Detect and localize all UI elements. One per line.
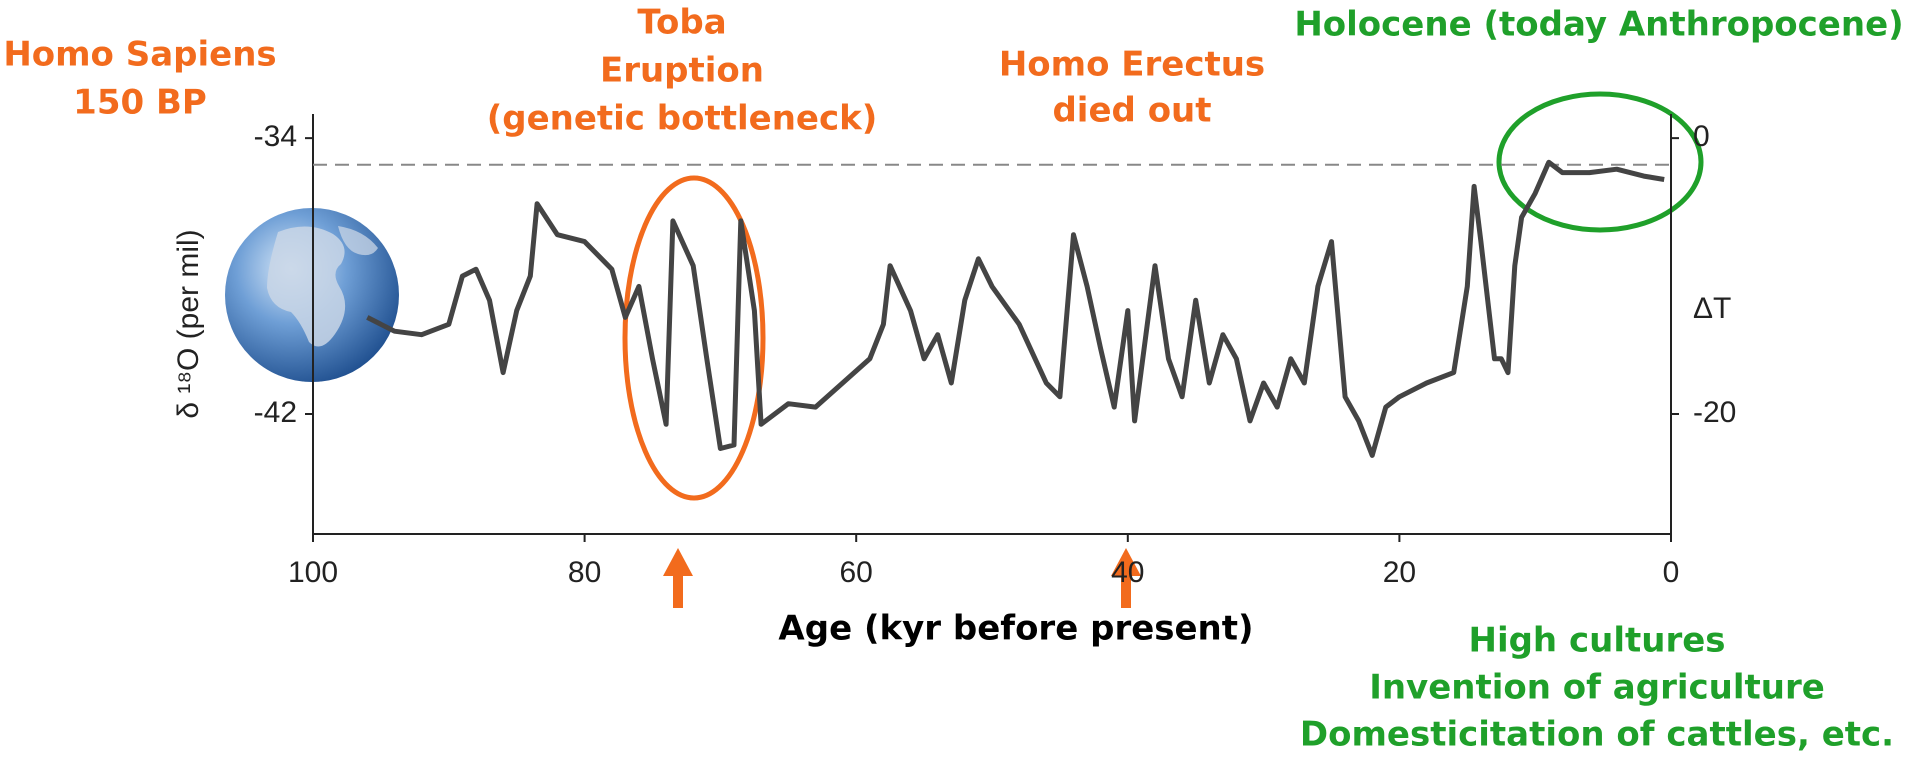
x-tick-label: 40: [1111, 556, 1144, 589]
annotation: Domesticitation of cattles, etc.: [1300, 715, 1894, 755]
x-tick-label: 0: [1663, 556, 1680, 589]
annotation: died out: [1052, 91, 1211, 131]
annotation: Invention of agriculture: [1369, 668, 1825, 708]
y-axis-label: δ ¹⁸O (per mil): [172, 229, 205, 418]
annotation: High cultures: [1468, 621, 1725, 661]
annotation: (genetic bottleneck): [487, 99, 878, 139]
annotation: Toba: [637, 3, 726, 43]
y2-tick-label: -20: [1693, 396, 1736, 429]
data-line: [366, 159, 1665, 458]
x-axis-label: Age (kyr before present): [778, 609, 1253, 649]
x-tick-label: 80: [568, 556, 601, 589]
x-tick-label: 100: [288, 556, 338, 589]
annotation: Holocene (today Anthropocene): [1294, 5, 1903, 45]
annotation: Homo Sapiens: [3, 35, 276, 75]
arrow: [663, 548, 693, 608]
annotation: Homo Erectus: [999, 45, 1265, 85]
x-tick-label: 20: [1383, 556, 1416, 589]
y2-tick-label: 0: [1693, 120, 1710, 153]
x-tick-label: 60: [840, 556, 873, 589]
y-tick-label: -42: [254, 396, 297, 429]
annotation: Eruption: [600, 51, 764, 91]
y2-axis-label: ΔT: [1693, 292, 1731, 325]
annotation: 150 BP: [73, 83, 207, 123]
y-tick-label: -34: [254, 120, 297, 153]
toba-highlight: [622, 175, 766, 501]
arrow: [1111, 548, 1141, 608]
holocene-highlight: [1496, 91, 1704, 233]
